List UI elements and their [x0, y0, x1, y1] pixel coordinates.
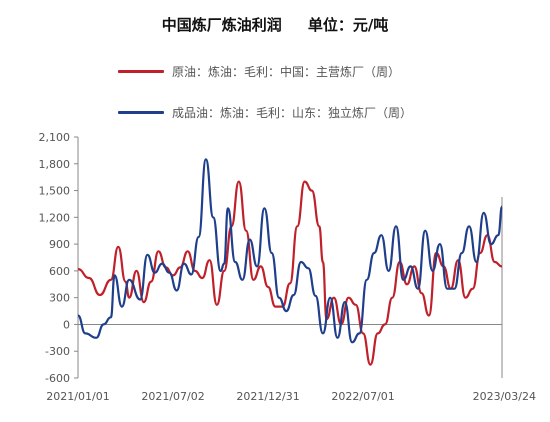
chart-title: 中国炼厂炼油利润 单位：元/吨 — [161, 16, 389, 34]
y-tick-label: -600 — [45, 372, 70, 385]
y-tick-label: -300 — [45, 345, 70, 358]
y-tick-label: 1,500 — [39, 185, 71, 198]
y-tick-label: 300 — [49, 292, 70, 305]
legend-label: 成品油：炼油：毛利：山东：独立炼厂（周） — [172, 106, 413, 120]
legend-swatch-blue — [118, 111, 164, 114]
y-tick-label: 600 — [49, 265, 70, 278]
legend-item-products: 成品油：炼油：毛利：山东：独立炼厂（周） — [118, 104, 412, 121]
x-tick-label: 2023/03/24 — [473, 390, 536, 403]
y-tick-label: 1,800 — [39, 158, 71, 171]
x-tick-label: 2021/07/02 — [141, 390, 204, 403]
x-tick-label: 2021/12/31 — [236, 390, 299, 403]
x-tick-label: 2022/07/01 — [331, 390, 394, 403]
legend-swatch-red — [118, 70, 164, 73]
legend-label: 原油：炼油：毛利：中国：主营炼厂（周） — [172, 65, 401, 79]
independent-refinery-margin-line — [77, 158, 504, 344]
x-tick-label: 2021/01/01 — [46, 390, 109, 403]
y-tick-label: 1,200 — [39, 211, 71, 224]
legend-item-crude: 原油：炼油：毛利：中国：主营炼厂（周） — [118, 63, 400, 80]
y-tick-label: 2,100 — [39, 131, 71, 144]
y-tick-label: 0 — [63, 318, 70, 331]
crude-refinery-margin-line — [77, 180, 503, 366]
y-tick-label: 900 — [49, 238, 70, 251]
